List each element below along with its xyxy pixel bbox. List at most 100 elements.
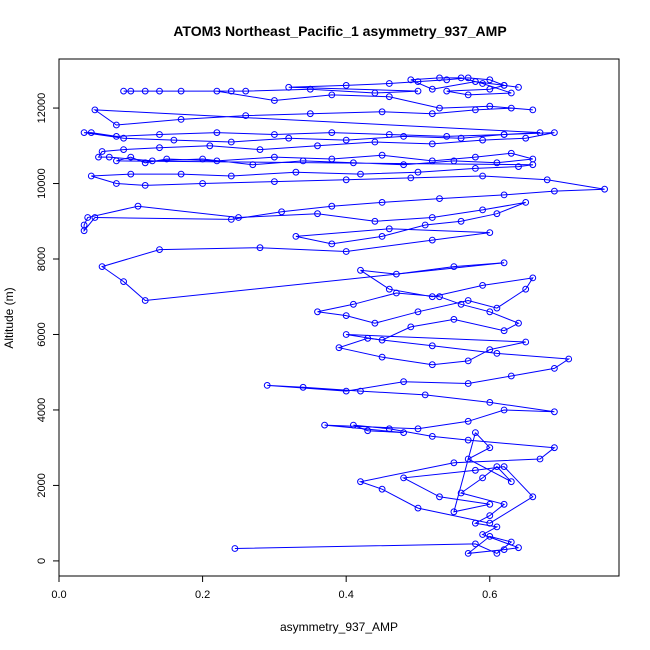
data-point: [227, 87, 235, 95]
data-point: [87, 129, 95, 137]
series-line: [97, 145, 533, 166]
data-point: [292, 233, 300, 240]
data-point: [350, 300, 357, 308]
data-point: [141, 159, 149, 167]
data-point: [141, 87, 149, 95]
data-point: [479, 172, 487, 180]
data-point: [156, 131, 163, 138]
data-point: [113, 133, 120, 140]
data-point: [156, 87, 163, 95]
data-point: [472, 153, 479, 161]
data-point: [515, 163, 522, 171]
data-point: [357, 266, 364, 274]
data-point: [299, 383, 307, 391]
data-point: [421, 221, 429, 229]
x-axis: 0.0 0.2 0.4 0.6: [51, 576, 497, 601]
y-tick-label: 2000: [36, 473, 48, 497]
series-line: [84, 132, 555, 151]
data-point: [98, 148, 106, 155]
plot-area: [80, 74, 608, 557]
data-point: [321, 421, 329, 429]
series-line: [353, 424, 556, 524]
data-point: [493, 550, 501, 557]
data-point: [472, 466, 479, 474]
data-point: [457, 300, 465, 308]
data-point: [378, 353, 386, 361]
data-point: [407, 174, 415, 182]
data-point: [141, 297, 149, 304]
data-point: [378, 485, 386, 493]
chart-title: ATOM3 Northeast_Pacific_1 asymmetry_937_…: [173, 23, 506, 39]
data-point: [536, 455, 544, 463]
data-point: [486, 533, 494, 540]
series-line: [91, 164, 605, 220]
data-point: [493, 523, 501, 531]
data-point: [436, 74, 443, 82]
data-point: [292, 168, 300, 176]
data-point: [80, 227, 88, 235]
data-point: [163, 155, 171, 163]
data-point: [342, 312, 350, 320]
data-point: [385, 285, 393, 293]
data-point: [486, 229, 494, 237]
x-tick-label: 0.4: [339, 589, 354, 601]
data-point: [479, 282, 487, 289]
data-point: [156, 246, 163, 254]
data-point: [285, 134, 293, 142]
data-point: [357, 170, 364, 178]
data-point: [98, 263, 106, 271]
data-point: [113, 180, 120, 187]
data-point: [227, 138, 235, 146]
data-point: [450, 263, 458, 271]
data-point: [507, 104, 515, 112]
data-point: [507, 478, 515, 486]
data-point: [428, 433, 436, 440]
data-point: [271, 178, 278, 186]
data-point: [428, 157, 436, 165]
data-point: [457, 489, 465, 497]
data-point: [515, 544, 522, 552]
series-line: [267, 337, 571, 434]
data-point: [500, 406, 508, 414]
plot-frame: [58, 58, 620, 577]
data-point: [457, 74, 465, 82]
data-point: [400, 133, 408, 140]
data-point: [134, 202, 142, 210]
data-point: [350, 159, 357, 167]
data-point: [342, 248, 350, 255]
data-point: [156, 144, 163, 152]
data-point: [436, 104, 443, 112]
series-line: [288, 77, 519, 96]
data-point: [113, 157, 120, 165]
x-tick-label: 0.2: [195, 589, 210, 601]
data-point: [450, 459, 458, 467]
data-point: [500, 463, 508, 471]
data-point: [407, 323, 415, 331]
x-axis-label: asymmetry_937_AMP: [280, 620, 398, 634]
data-point: [414, 308, 422, 316]
data-point: [551, 408, 558, 416]
data-point: [486, 308, 494, 316]
y-axis-label: Altitude (m): [2, 287, 16, 348]
data-point: [443, 87, 451, 95]
data-point: [328, 202, 336, 210]
data-point: [464, 436, 472, 444]
data-point: [486, 519, 494, 527]
data-point: [443, 133, 451, 140]
y-tick-label: 12000: [36, 93, 48, 124]
data-point: [342, 176, 350, 184]
data-point: [464, 357, 472, 365]
data-point: [271, 131, 278, 138]
data-point: [486, 512, 494, 519]
data-point: [464, 91, 472, 99]
data-point: [371, 319, 379, 327]
data-point: [507, 89, 515, 97]
data-point: [400, 161, 408, 169]
data-point: [436, 195, 443, 203]
data-point: [385, 225, 393, 233]
data-point: [314, 308, 321, 316]
y-axis: 0 2000 4000 6000 8000 10000 12000: [36, 93, 59, 564]
data-point: [486, 102, 494, 110]
data-point: [80, 129, 88, 137]
data-point: [443, 76, 451, 84]
